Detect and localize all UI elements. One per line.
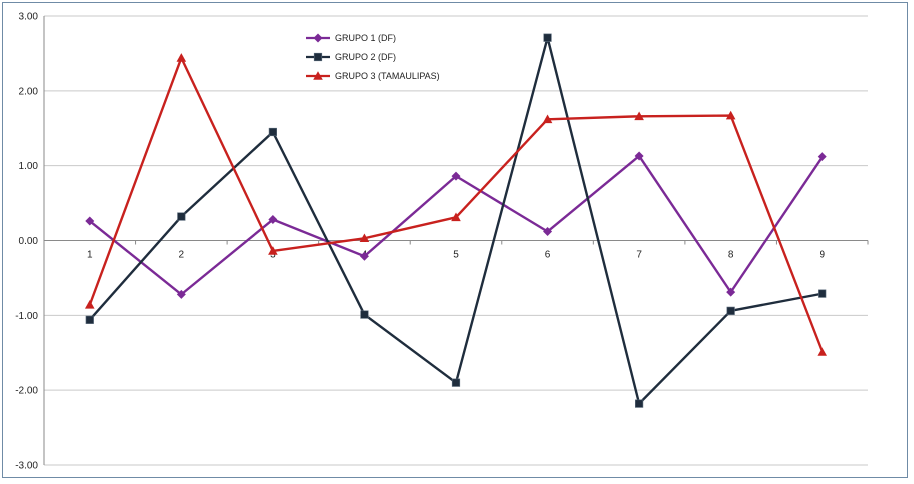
data-point [451, 171, 461, 181]
x-tick-label: 2 [179, 250, 185, 261]
data-point [85, 315, 94, 324]
y-tick-label: -1.00 [15, 311, 38, 322]
x-tick-label: 3 [270, 250, 276, 261]
legend-marker [313, 71, 323, 80]
data-point [85, 216, 95, 226]
legend-marker [313, 33, 323, 43]
legend-item: GRUPO 2 (DF) [306, 52, 396, 62]
data-point [635, 399, 644, 408]
legend-marker [313, 52, 323, 62]
data-point [451, 212, 461, 222]
y-tick-label: -2.00 [15, 386, 38, 397]
x-tick-label: 7 [636, 250, 642, 261]
y-tick-label: 2.00 [19, 86, 39, 97]
data-point [725, 110, 736, 120]
data-point [176, 289, 186, 299]
data-point [818, 289, 827, 298]
data-point [634, 151, 644, 161]
data-point [634, 111, 644, 121]
y-tick-label: 3.00 [19, 12, 39, 23]
series-2 [85, 33, 827, 408]
legend-label: GRUPO 1 (DF) [335, 33, 396, 43]
data-point [84, 300, 95, 309]
data-point [451, 378, 461, 387]
axes: 3.002.001.000.00-1.00-2.00-3.00123456789 [15, 12, 869, 472]
y-tick-label: -3.00 [15, 461, 38, 472]
legend-item: GRUPO 3 (TAMAULIPAS) [306, 71, 440, 81]
data-point [176, 53, 187, 62]
grid-lines [44, 15, 868, 466]
data-point [543, 33, 552, 42]
y-tick-label: 1.00 [19, 161, 39, 172]
series-line [88, 56, 824, 353]
data-point [359, 251, 369, 261]
x-tick-label: 6 [545, 250, 551, 261]
data-point [268, 246, 278, 255]
legend-label: GRUPO 2 (DF) [335, 52, 396, 62]
series-1 [85, 151, 827, 299]
legend-label: GRUPO 3 (TAMAULIPAS) [335, 71, 440, 81]
data-point [726, 287, 736, 297]
series-layer [84, 33, 828, 408]
legend-item: GRUPO 1 (DF) [306, 33, 396, 43]
y-tick-label: 0.00 [19, 236, 39, 247]
data-point [360, 310, 369, 319]
data-point [359, 233, 370, 243]
x-tick-label: 5 [453, 250, 459, 261]
data-point [543, 227, 553, 237]
data-point [726, 306, 735, 315]
x-tick-label: 1 [87, 250, 93, 261]
data-point [268, 215, 278, 225]
data-point [817, 347, 828, 356]
data-point [817, 152, 827, 162]
data-point [542, 114, 553, 124]
x-tick-label: 8 [728, 250, 734, 261]
data-point [177, 212, 186, 221]
series-3 [84, 53, 828, 356]
data-point [268, 127, 277, 137]
x-tick-label: 9 [819, 250, 825, 261]
legend: GRUPO 1 (DF) GRUPO 2 (DF) GRUPO 3 (TAMAULI… [306, 33, 440, 81]
